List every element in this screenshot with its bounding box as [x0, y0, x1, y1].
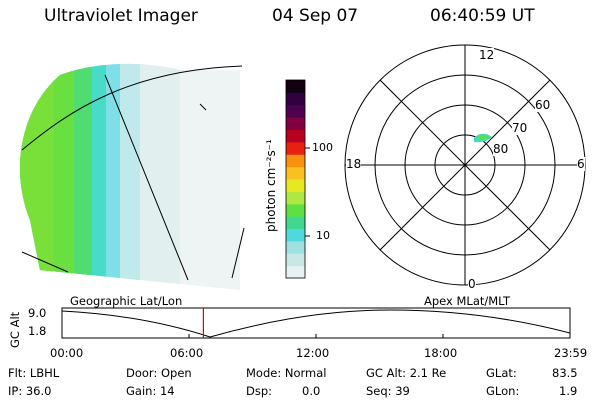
colorbar-segment — [286, 191, 305, 205]
colorbar-segment — [286, 166, 305, 180]
colorbar-segment — [286, 117, 305, 130]
colorbar-tick-100: 100 — [312, 141, 333, 154]
x-tick-2359: 23:59 — [554, 346, 588, 360]
ip-info: IP: 36.0 — [8, 384, 52, 398]
colorbar-segment — [286, 240, 305, 254]
door-info: Door: Open — [126, 366, 192, 380]
colorbar-segment — [286, 203, 305, 217]
colorbar-segment — [286, 80, 305, 93]
mlt-label-18: 18 — [346, 157, 362, 171]
geographic-label: Geographic Lat/Lon — [70, 294, 183, 308]
x-tick-1200: 12:00 — [296, 346, 330, 360]
colorbar-segment — [286, 216, 305, 229]
lat-label-70: 70 — [512, 121, 528, 135]
gain-info: Gain: 14 — [126, 384, 175, 398]
colorbar-segment — [286, 92, 305, 106]
colorbar-segment — [286, 265, 305, 279]
mode-info: Mode: Normal — [246, 366, 327, 380]
y-tick-1-8: 1.8 — [28, 324, 47, 338]
mlt-label-12: 12 — [479, 48, 495, 62]
colorbar-segment — [286, 228, 305, 242]
auroral-image — [20, 63, 240, 291]
glon-value: 1.9 — [559, 384, 578, 398]
colorbar-segment — [286, 154, 305, 168]
time-label: 06:40:59 UT — [430, 6, 535, 26]
glat-label: GLat: — [486, 366, 517, 380]
colorbar-segment — [286, 104, 305, 118]
x-tick-0000: 00:00 — [50, 346, 84, 360]
date-label: 04 Sep 07 — [272, 6, 359, 26]
geographic-grid — [21, 65, 245, 281]
gc-alt-info: GC Alt: 2.1 Re — [366, 366, 447, 380]
lat-label-80: 80 — [493, 142, 509, 156]
altitude-plot-frame — [61, 307, 571, 339]
colorbar-segment — [286, 179, 305, 192]
filter-info: Flt: LBHL — [8, 366, 60, 380]
apex-label: Apex MLat/MLT — [424, 294, 511, 308]
colorbar-tick-10: 10 — [316, 229, 330, 242]
colorbar-segment — [286, 129, 305, 143]
instrument-title: Ultraviolet Imager — [44, 6, 198, 26]
x-tick-0600: 06:00 — [170, 346, 204, 360]
glat-value: 83.5 — [552, 366, 578, 380]
colorbar-segment — [286, 141, 305, 155]
lat-label-60: 60 — [535, 98, 551, 112]
dsp-label: Dsp: — [246, 384, 273, 398]
seq-info: Seq: 39 — [366, 384, 410, 398]
y-tick-9: 9.0 — [28, 306, 47, 320]
mlt-label-0: 0 — [468, 277, 476, 291]
colorbar-segment — [286, 253, 305, 267]
dsp-value: 0.0 — [302, 384, 321, 398]
x-tick-1800: 18:00 — [424, 346, 458, 360]
altitude-curve — [61, 309, 571, 338]
mlt-label-6: 6 — [577, 157, 585, 171]
glon-label: GLon: — [486, 384, 520, 398]
